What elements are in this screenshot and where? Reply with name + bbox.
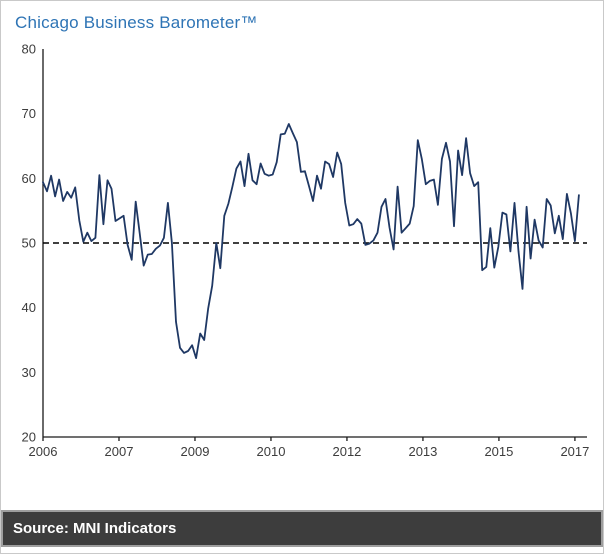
x-axis-tick-label: 2007 bbox=[105, 444, 134, 459]
chart-area: 20 30 40 50 60 70 80 2006 2007 2009 2010 2012 2013 20… bbox=[7, 35, 599, 478]
y-axis-tick-label: 30 bbox=[22, 365, 36, 380]
series-line bbox=[42, 123, 580, 360]
x-axis-tick-label: 2009 bbox=[181, 444, 210, 459]
y-axis-tick-label: 60 bbox=[22, 171, 36, 186]
y-axis-tick-label: 50 bbox=[22, 236, 36, 251]
line-chart: 20 30 40 50 60 70 80 2006 2007 2009 2010 2012 2013 20… bbox=[22, 42, 590, 460]
y-axis-tick-label: 20 bbox=[22, 430, 36, 445]
x-axis-tick-label: 2006 bbox=[29, 444, 58, 459]
y-axis-tick-label: 80 bbox=[22, 42, 36, 57]
source-bar: Source: MNI Indicators bbox=[1, 510, 603, 547]
x-axis-tick-label: 2010 bbox=[257, 444, 286, 459]
y-axis-tick-label: 40 bbox=[22, 300, 36, 315]
chart-title: Chicago Business Barometer™ bbox=[15, 13, 258, 32]
y-axis-tick-label: 70 bbox=[22, 106, 36, 121]
x-axis-tick-label: 2013 bbox=[408, 444, 437, 459]
x-axis-tick-label: 2012 bbox=[332, 444, 361, 459]
x-axis-tick-label: 2017 bbox=[560, 444, 589, 459]
x-axis-tick-label: 2015 bbox=[484, 444, 513, 459]
